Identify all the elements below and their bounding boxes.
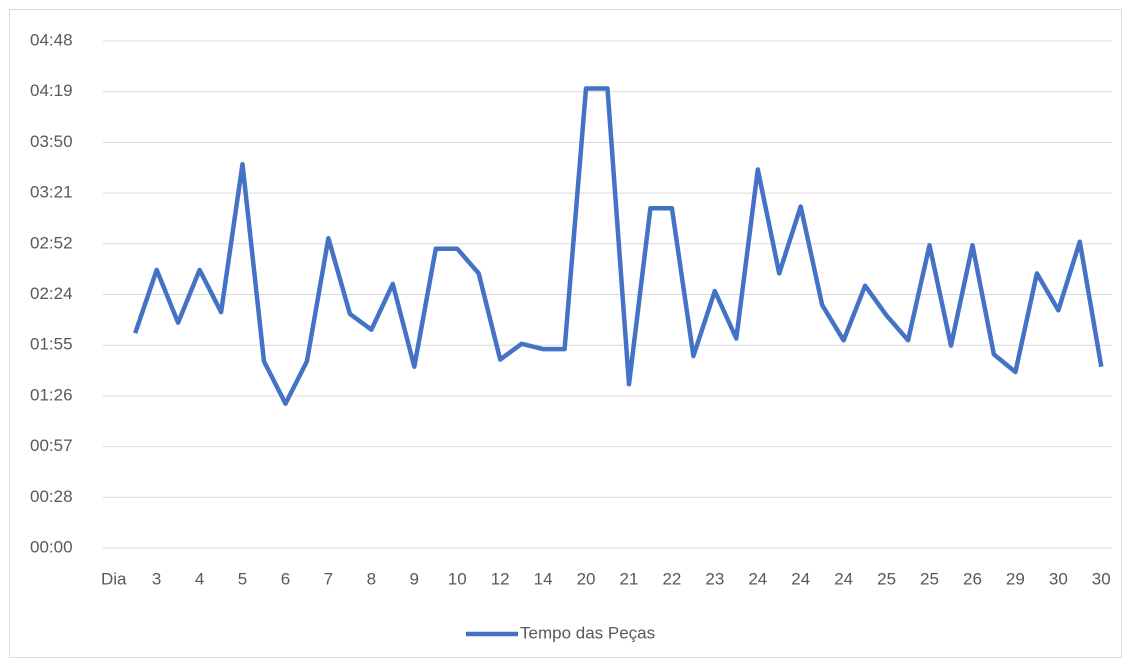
x-tick-label: 25: [877, 569, 896, 588]
x-tick-label: 10: [448, 569, 467, 588]
y-tick-label: 03:21: [30, 183, 73, 202]
x-tick-label: 29: [1006, 569, 1025, 588]
y-tick-label: 02:24: [30, 284, 73, 303]
x-tick-label: Dia: [101, 569, 127, 588]
x-tick-label: 12: [491, 569, 510, 588]
x-tick-label: 5: [238, 569, 247, 588]
data-line: [133, 86, 1104, 406]
x-tick-label: 24: [748, 569, 767, 588]
y-tick-label: 00:57: [30, 436, 73, 455]
x-tick-label: 21: [620, 569, 639, 588]
x-tick-label: 20: [577, 569, 596, 588]
x-tick-label: 8: [367, 569, 376, 588]
x-tick-label: 24: [834, 569, 853, 588]
y-tick-label: 01:26: [30, 385, 73, 404]
x-tick-label: 30: [1049, 569, 1068, 588]
y-tick-label: 00:28: [30, 487, 73, 506]
x-tick-label: 22: [662, 569, 681, 588]
x-tick-label: 4: [195, 569, 204, 588]
x-tick-label: 30: [1092, 569, 1111, 588]
y-tick-label: 01:55: [30, 335, 73, 354]
x-tick-label: 25: [920, 569, 939, 588]
x-tick-label: 6: [281, 569, 290, 588]
x-tick-label: 3: [152, 569, 161, 588]
x-tick-label: 24: [791, 569, 810, 588]
y-tick-label: 04:48: [30, 30, 73, 49]
x-tick-label: 9: [410, 569, 419, 588]
y-tick-label: 03:50: [30, 132, 73, 151]
legend-label: Tempo das Peças: [520, 623, 655, 642]
x-tick-label: 7: [324, 569, 333, 588]
y-tick-label: 04:19: [30, 81, 73, 100]
y-tick-label: 00:00: [30, 537, 73, 556]
x-tick-label: 26: [963, 569, 982, 588]
x-tick-label: 23: [705, 569, 724, 588]
y-tick-label: 02:52: [30, 233, 73, 252]
x-tick-label: 14: [534, 569, 553, 588]
